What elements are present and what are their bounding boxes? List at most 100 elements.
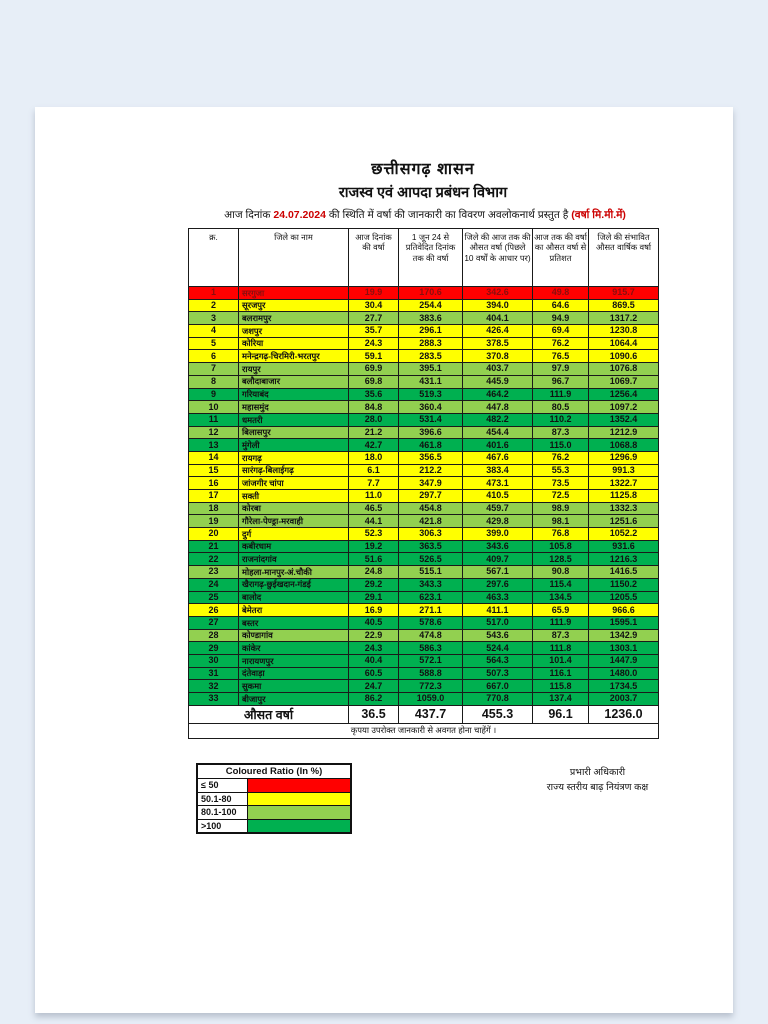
annual-avg-cell: 1342.9: [588, 628, 659, 643]
district-cell: रायगढ़: [238, 450, 349, 465]
since-june-cell: 383.6: [398, 311, 463, 326]
sno-cell: 11: [188, 412, 239, 427]
sno-cell: 19: [188, 514, 239, 529]
avg-to-date-cell: 567.1: [462, 565, 533, 579]
since-june-cell: 297.7: [398, 489, 463, 503]
sno-cell: 5: [188, 336, 239, 351]
percent-cell: 90.8: [532, 565, 589, 579]
annual-avg-cell: 1097.2: [588, 400, 659, 414]
percent-cell: 94.9: [532, 311, 589, 326]
average-row: औसत वर्षा 36.5 437.7 455.3 96.1 1236.0: [188, 704, 659, 724]
legend-range-label: 80.1-100: [196, 805, 248, 820]
sno-cell: 12: [188, 425, 239, 440]
sno-cell: 25: [188, 590, 239, 605]
table-row: 20 दुर्ग 52.3 306.3 399.0 76.8 1052.2: [188, 527, 659, 541]
annual-avg-cell: 931.6: [588, 539, 659, 554]
sno-cell: 6: [188, 349, 239, 364]
annual-avg-cell: 1447.9: [588, 653, 659, 668]
today-rain-cell: 18.0: [348, 450, 399, 465]
percent-cell: 98.9: [532, 501, 589, 516]
since-june-cell: 474.8: [398, 628, 463, 643]
sno-cell: 1: [188, 286, 239, 300]
date-statement-prefix: आज दिनांक: [224, 209, 274, 221]
district-cell: कांकेर: [238, 641, 349, 655]
district-cell: दुर्ग: [238, 527, 349, 541]
table-row: 18 कोरबा 46.5 454.8 459.7 98.9 1332.3: [188, 501, 659, 516]
district-cell: महासमुंद: [238, 400, 349, 414]
today-rain-cell: 24.3: [348, 336, 399, 351]
district-cell: नारायणपुर: [238, 653, 349, 668]
annual-avg-cell: 1251.6: [588, 514, 659, 529]
header-sno: क्र.: [188, 228, 239, 287]
sno-cell: 26: [188, 603, 239, 617]
sno-cell: 23: [188, 565, 239, 579]
percent-cell: 97.9: [532, 362, 589, 376]
annual-avg-cell: 2003.7: [588, 692, 659, 706]
since-june-cell: 461.8: [398, 438, 463, 452]
annual-avg-cell: 1595.1: [588, 615, 659, 630]
legend-title: Coloured Ratio (In %): [196, 763, 352, 779]
district-cell: गरियाबंद: [238, 387, 349, 402]
avg-to-date-cell: 342.6: [462, 286, 533, 300]
today-rain-cell: 6.1: [348, 463, 399, 478]
avg-to-date-cell: 394.0: [462, 298, 533, 313]
since-june-cell: 578.6: [398, 615, 463, 630]
avg-to-date-cell: 464.2: [462, 387, 533, 402]
date-statement: आज दिनांक 24.07.2024 की स्थिति में वर्षा…: [155, 208, 695, 222]
avg-to-date-cell: 543.6: [462, 628, 533, 643]
table-row: 6 मनेन्द्रगढ़-चिरमिरी-भरतपुर 59.1 283.5 370.…: [188, 349, 659, 364]
since-june-cell: 772.3: [398, 679, 463, 693]
since-june-cell: 526.5: [398, 552, 463, 567]
today-rain-cell: 52.3: [348, 527, 399, 541]
table-row: 28 कोण्डागांव 22.9 474.8 543.6 87.3 1342.9: [188, 628, 659, 643]
today-rain-cell: 44.1: [348, 514, 399, 529]
percent-cell: 80.5: [532, 400, 589, 414]
annual-avg-cell: 1212.9: [588, 425, 659, 440]
today-rain-cell: 46.5: [348, 501, 399, 516]
document-heading: छत्तीसगढ़ शासन राजस्व एवं आपदा प्रबंधन व…: [188, 157, 658, 202]
percent-cell: 105.8: [532, 539, 589, 554]
report-date: 24.07.2024: [273, 209, 326, 221]
avg-to-date-cell: 770.8: [462, 692, 533, 706]
district-cell: खैरागढ़-छुईखदान-गंडई: [238, 577, 349, 592]
district-cell: राजनांदगांव: [238, 552, 349, 567]
page-title: छत्तीसगढ़ शासन: [371, 161, 475, 178]
since-june-cell: 170.6: [398, 286, 463, 300]
table-row: 12 बिलासपुर 21.2 396.6 454.4 87.3 1212.9: [188, 425, 659, 440]
percent-cell: 110.2: [532, 412, 589, 427]
sno-cell: 33: [188, 692, 239, 706]
annual-avg-cell: 1332.3: [588, 501, 659, 516]
legend-item: >100: [196, 818, 352, 834]
since-june-cell: 531.4: [398, 412, 463, 427]
district-cell: दंतेवाड़ा: [238, 666, 349, 681]
district-cell: रायपुर: [238, 362, 349, 376]
table-row: 25 बालोद 29.1 623.1 463.3 134.5 1205.5: [188, 590, 659, 605]
since-june-cell: 1059.0: [398, 692, 463, 706]
since-june-cell: 360.4: [398, 400, 463, 414]
percent-cell: 98.1: [532, 514, 589, 529]
today-rain-cell: 21.2: [348, 425, 399, 440]
avg-to-date-cell: 482.2: [462, 412, 533, 427]
district-cell: सुकमा: [238, 679, 349, 693]
table-row: 1 सरगुजा 19.9 170.6 342.6 49.8 915.7: [188, 286, 659, 300]
district-cell: बस्तर: [238, 615, 349, 630]
annual-avg-cell: 966.6: [588, 603, 659, 617]
since-june-cell: 588.8: [398, 666, 463, 681]
district-cell: कबीरधाम: [238, 539, 349, 554]
signature-designation: प्रभारी अधिकारी: [569, 767, 626, 778]
since-june-cell: 212.2: [398, 463, 463, 478]
since-june-cell: 296.1: [398, 324, 463, 338]
district-cell: बलौदाबाजार: [238, 374, 349, 389]
sno-cell: 32: [188, 679, 239, 693]
sno-cell: 28: [188, 628, 239, 643]
since-june-cell: 347.9: [398, 476, 463, 490]
today-rain-cell: 35.7: [348, 324, 399, 338]
percent-cell: 73.5: [532, 476, 589, 490]
avg-to-date-cell: 459.7: [462, 501, 533, 516]
sno-cell: 16: [188, 476, 239, 490]
legend-color-swatch: [247, 778, 352, 793]
legend-range-label: ≤ 50: [196, 778, 248, 793]
percent-cell: 137.4: [532, 692, 589, 706]
table-row: 8 बलौदाबाजार 69.8 431.1 445.9 96.7 1069.7: [188, 374, 659, 389]
percent-cell: 76.8: [532, 527, 589, 541]
